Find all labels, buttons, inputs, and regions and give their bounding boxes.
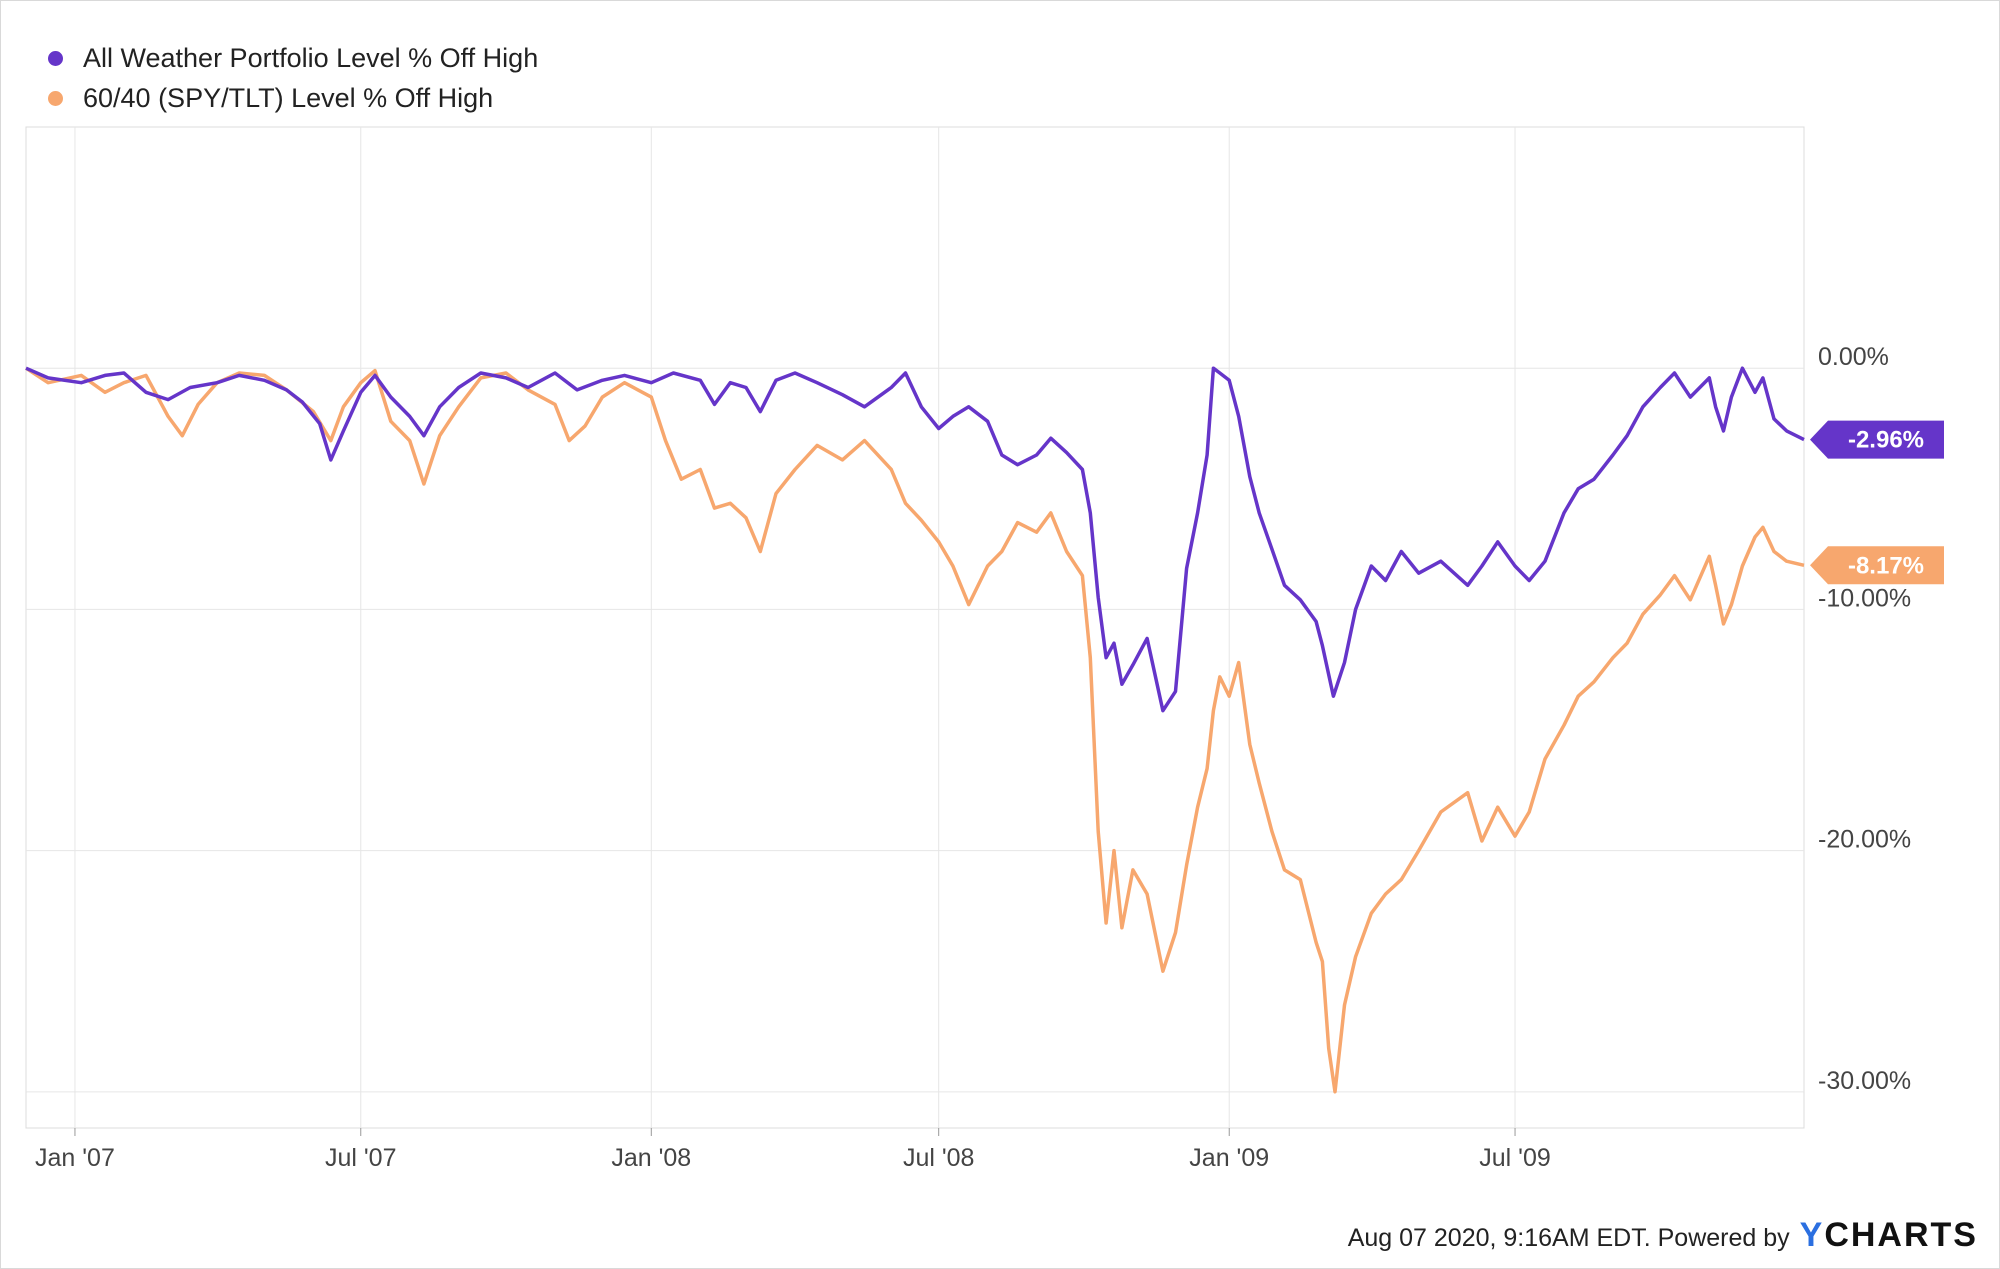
series-line (25, 366, 1805, 1094)
x-tick-label: Jul '09 (1479, 1144, 1550, 1172)
legend-marker (48, 50, 63, 66)
logo-text: CHARTS (1824, 1216, 1978, 1254)
x-tick-label: Jan '09 (1189, 1144, 1269, 1172)
plot-area (25, 126, 1805, 1129)
end-value-label: -8.17% (1848, 552, 1924, 579)
footer: Aug 07 2020, 9:16AM EDT. Powered by YCHA… (1348, 1216, 1978, 1255)
legend-item[interactable]: All Weather Portfolio Level % Off High (48, 38, 538, 78)
series-line (25, 366, 1805, 713)
y-tick-label: -10.00% (1818, 584, 1911, 612)
y-tick-label: -20.00% (1818, 826, 1911, 854)
legend: All Weather Portfolio Level % Off High 6… (48, 38, 538, 118)
end-value-badge (1810, 546, 1944, 585)
logo-y: Y (1799, 1216, 1825, 1254)
x-tick-label: Jan '07 (35, 1144, 115, 1172)
legend-marker (48, 90, 63, 106)
end-value-label: -2.96% (1848, 427, 1924, 454)
legend-label: All Weather Portfolio Level % Off High (83, 42, 539, 73)
footer-timestamp: Aug 07 2020, 9:16AM EDT. Powered by (1347, 1224, 1790, 1252)
ycharts-logo[interactable]: YCHARTS (1800, 1216, 1978, 1255)
y-tick-label: -30.00% (1818, 1067, 1911, 1095)
x-tick-label: Jan '08 (611, 1144, 691, 1172)
x-tick-label: Jul '07 (325, 1144, 396, 1172)
legend-label: 60/40 (SPY/TLT) Level % Off High (83, 82, 494, 113)
end-value-badge (1810, 420, 1944, 459)
legend-item[interactable]: 60/40 (SPY/TLT) Level % Off High (48, 78, 538, 118)
y-tick-label: 0.00% (1818, 343, 1889, 371)
x-tick-label: Jul '08 (903, 1144, 974, 1172)
